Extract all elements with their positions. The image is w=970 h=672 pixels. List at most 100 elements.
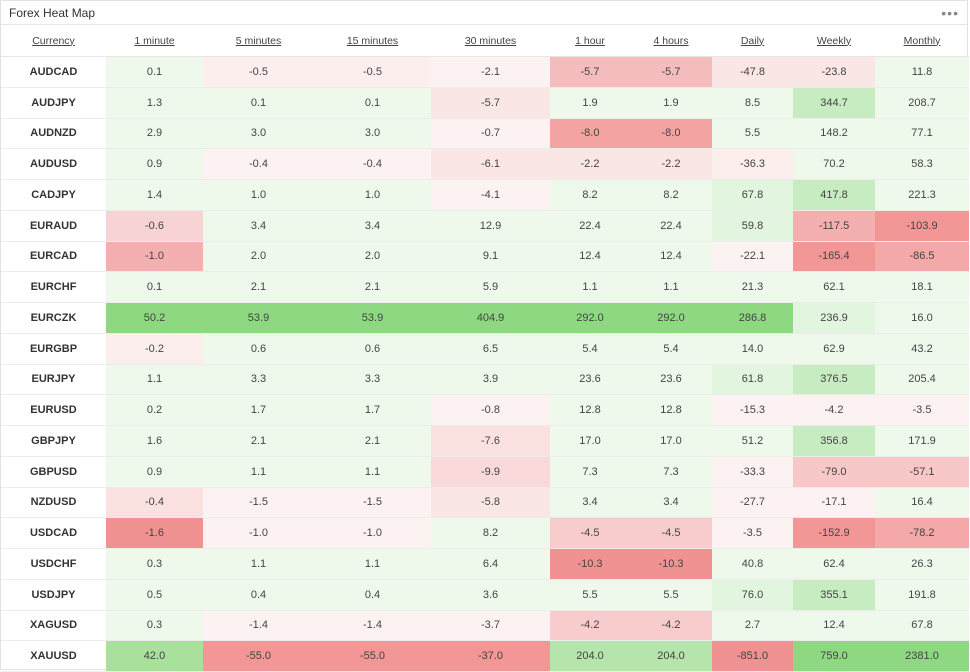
heat-cell[interactable]: -0.2 [106, 333, 203, 365]
heat-cell[interactable]: 61.8 [712, 364, 793, 396]
column-header-6[interactable]: 4 hours [630, 25, 712, 57]
heat-cell[interactable]: 0.9 [106, 456, 203, 488]
heat-cell[interactable]: 17.0 [550, 425, 630, 457]
currency-symbol[interactable]: EURCHF [1, 271, 106, 303]
heat-cell[interactable]: 23.6 [550, 364, 630, 396]
heat-cell[interactable]: 236.9 [793, 302, 875, 334]
heat-cell[interactable]: 376.5 [793, 364, 875, 396]
heat-cell[interactable]: -3.5 [712, 517, 793, 549]
heat-cell[interactable]: 3.3 [314, 364, 431, 396]
heat-cell[interactable]: 22.4 [630, 210, 712, 242]
currency-symbol[interactable]: USDCAD [1, 517, 106, 549]
heat-cell[interactable]: -4.5 [630, 517, 712, 549]
column-header-1[interactable]: 1 minute [106, 25, 203, 57]
heat-cell[interactable]: -37.0 [431, 640, 550, 672]
currency-symbol[interactable]: GBPJPY [1, 425, 106, 457]
heat-cell[interactable]: -0.6 [106, 210, 203, 242]
heat-cell[interactable]: 221.3 [875, 179, 969, 211]
heat-cell[interactable]: 1.1 [630, 271, 712, 303]
heat-cell[interactable]: -6.1 [431, 148, 550, 180]
heat-cell[interactable]: 12.4 [793, 610, 875, 642]
heat-cell[interactable]: 292.0 [630, 302, 712, 334]
heat-cell[interactable]: -78.2 [875, 517, 969, 549]
heat-cell[interactable]: 3.0 [203, 118, 314, 150]
heat-cell[interactable]: 2.1 [314, 425, 431, 457]
currency-symbol[interactable]: AUDUSD [1, 148, 106, 180]
heat-cell[interactable]: 43.2 [875, 333, 969, 365]
heat-cell[interactable]: 58.3 [875, 148, 969, 180]
heat-cell[interactable]: 51.2 [712, 425, 793, 457]
heat-cell[interactable]: 2.9 [106, 118, 203, 150]
currency-symbol[interactable]: EURJPY [1, 364, 106, 396]
heat-cell[interactable]: 22.4 [550, 210, 630, 242]
heat-cell[interactable]: 2.1 [203, 425, 314, 457]
heat-cell[interactable]: 3.4 [550, 487, 630, 519]
heat-cell[interactable]: 59.8 [712, 210, 793, 242]
column-header-9[interactable]: Monthly [875, 25, 969, 57]
heat-cell[interactable]: 1.4 [106, 179, 203, 211]
heat-cell[interactable]: -2.2 [630, 148, 712, 180]
heat-cell[interactable]: 12.4 [550, 241, 630, 273]
heat-cell[interactable]: -0.8 [431, 394, 550, 426]
heat-cell[interactable]: 7.3 [630, 456, 712, 488]
column-header-7[interactable]: Daily [712, 25, 793, 57]
heat-cell[interactable]: 23.6 [630, 364, 712, 396]
heat-cell[interactable]: 53.9 [203, 302, 314, 334]
heat-cell[interactable]: 171.9 [875, 425, 969, 457]
heat-cell[interactable]: 5.5 [630, 579, 712, 611]
heat-cell[interactable]: -36.3 [712, 148, 793, 180]
heat-cell[interactable]: 0.3 [106, 548, 203, 580]
heat-cell[interactable]: 8.2 [431, 517, 550, 549]
heat-cell[interactable]: 292.0 [550, 302, 630, 334]
heat-cell[interactable]: -10.3 [630, 548, 712, 580]
heat-cell[interactable]: -2.1 [431, 56, 550, 88]
heat-cell[interactable]: 67.8 [712, 179, 793, 211]
column-header-8[interactable]: Weekly [793, 25, 875, 57]
heat-cell[interactable]: 50.2 [106, 302, 203, 334]
currency-symbol[interactable]: GBPUSD [1, 456, 106, 488]
heat-cell[interactable]: -165.4 [793, 241, 875, 273]
heat-cell[interactable]: -1.4 [203, 610, 314, 642]
currency-symbol[interactable]: EURAUD [1, 210, 106, 242]
heat-cell[interactable]: -1.0 [314, 517, 431, 549]
heat-cell[interactable]: 1.3 [106, 87, 203, 119]
column-header-0[interactable]: Currency [1, 25, 106, 57]
heat-cell[interactable]: 3.3 [203, 364, 314, 396]
heat-cell[interactable]: 205.4 [875, 364, 969, 396]
heat-cell[interactable]: -55.0 [203, 640, 314, 672]
heat-cell[interactable]: -4.2 [793, 394, 875, 426]
heat-cell[interactable]: 16.4 [875, 487, 969, 519]
heat-cell[interactable]: 77.1 [875, 118, 969, 150]
heat-cell[interactable]: -1.4 [314, 610, 431, 642]
heat-cell[interactable]: -15.3 [712, 394, 793, 426]
heat-cell[interactable]: -27.7 [712, 487, 793, 519]
currency-symbol[interactable]: NZDUSD [1, 487, 106, 519]
column-header-5[interactable]: 1 hour [550, 25, 630, 57]
heat-cell[interactable]: 6.4 [431, 548, 550, 580]
heat-cell[interactable]: 1.6 [106, 425, 203, 457]
heat-cell[interactable]: 1.7 [314, 394, 431, 426]
heat-cell[interactable]: 0.4 [314, 579, 431, 611]
heat-cell[interactable]: 70.2 [793, 148, 875, 180]
heat-cell[interactable]: -5.8 [431, 487, 550, 519]
heat-cell[interactable]: 191.8 [875, 579, 969, 611]
heat-cell[interactable]: 5.5 [712, 118, 793, 150]
heat-cell[interactable]: 0.6 [314, 333, 431, 365]
heat-cell[interactable]: 204.0 [550, 640, 630, 672]
heat-cell[interactable]: 5.5 [550, 579, 630, 611]
heat-cell[interactable]: -5.7 [630, 56, 712, 88]
heat-cell[interactable]: -86.5 [875, 241, 969, 273]
heat-cell[interactable]: 1.1 [550, 271, 630, 303]
heat-cell[interactable]: 1.1 [314, 548, 431, 580]
heat-cell[interactable]: 1.0 [314, 179, 431, 211]
column-header-3[interactable]: 15 minutes [314, 25, 431, 57]
currency-symbol[interactable]: USDCHF [1, 548, 106, 580]
heat-cell[interactable]: 6.5 [431, 333, 550, 365]
heat-cell[interactable]: 3.4 [203, 210, 314, 242]
heat-cell[interactable]: 40.8 [712, 548, 793, 580]
currency-symbol[interactable]: XAUUSD [1, 640, 106, 672]
heat-cell[interactable]: 67.8 [875, 610, 969, 642]
heat-cell[interactable]: -1.0 [203, 517, 314, 549]
heat-cell[interactable]: 0.1 [203, 87, 314, 119]
heat-cell[interactable]: 5.9 [431, 271, 550, 303]
